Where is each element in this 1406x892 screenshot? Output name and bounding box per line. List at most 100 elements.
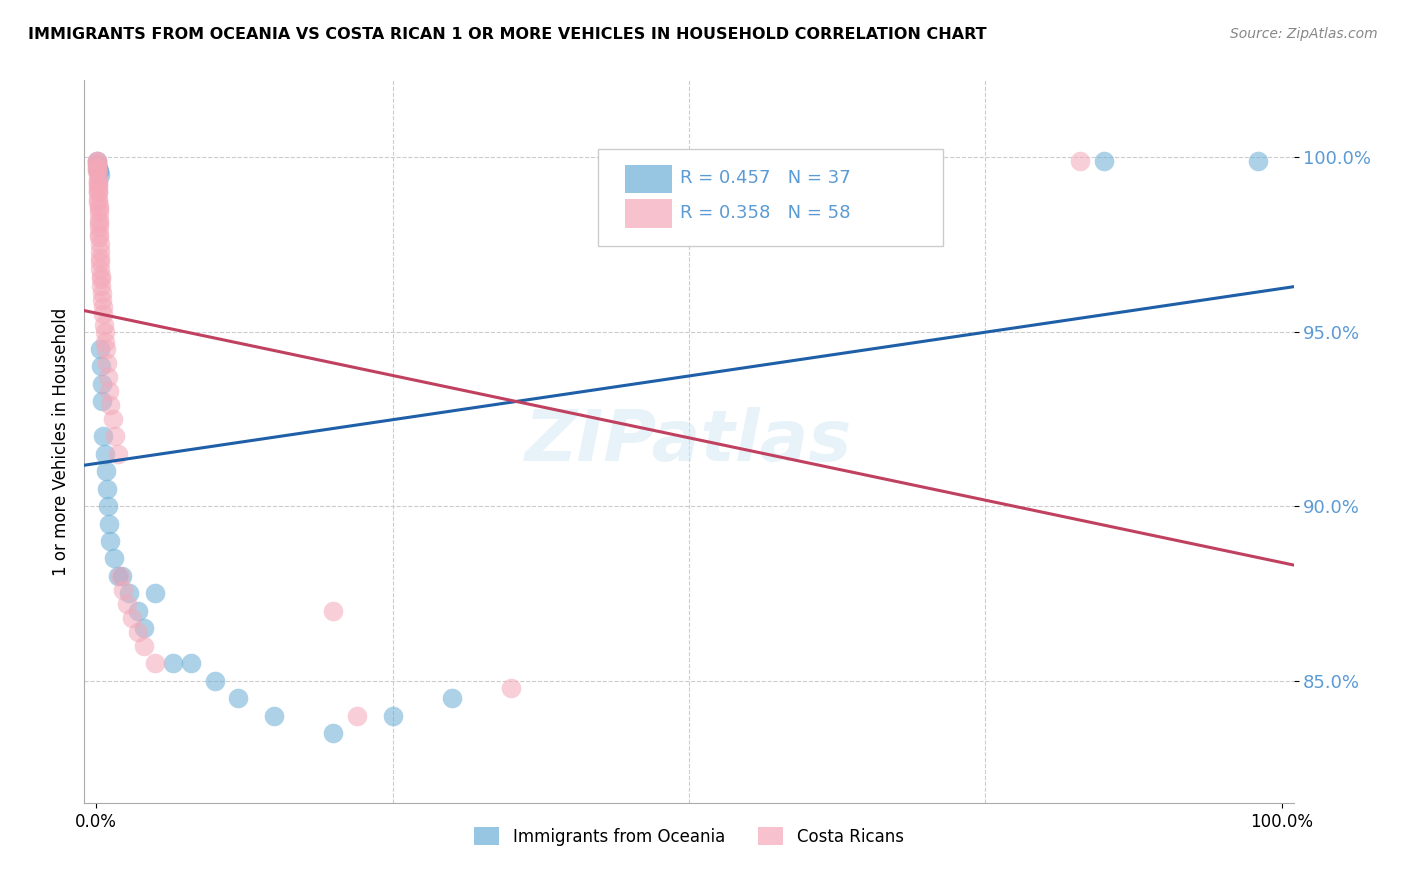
Point <box>132 621 155 635</box>
Point <box>90 359 112 374</box>
Point <box>91 293 114 308</box>
Point <box>90 272 112 286</box>
Point <box>87 164 110 178</box>
Point <box>101 412 124 426</box>
Point <box>93 318 115 332</box>
Point <box>89 227 111 241</box>
Point <box>91 307 114 321</box>
Point <box>108 569 131 583</box>
Point <box>86 171 108 186</box>
Point <box>90 279 112 293</box>
Point <box>111 569 134 583</box>
Point <box>87 199 110 213</box>
Point <box>87 213 110 227</box>
Text: ZIPatlas: ZIPatlas <box>526 407 852 476</box>
Point <box>87 206 110 220</box>
Point <box>440 691 463 706</box>
Point <box>87 174 110 188</box>
Point <box>86 161 108 175</box>
Point <box>204 673 226 688</box>
Point <box>322 726 344 740</box>
Point <box>121 611 143 625</box>
Point <box>98 384 121 398</box>
Point <box>89 230 111 244</box>
Point <box>86 164 108 178</box>
Point <box>1092 153 1115 168</box>
Point <box>103 551 125 566</box>
Point <box>87 216 110 230</box>
Point <box>87 164 110 178</box>
Point <box>91 429 114 443</box>
Point <box>89 219 111 234</box>
Point <box>87 174 110 188</box>
Point <box>90 376 112 391</box>
Point <box>89 254 111 268</box>
Point <box>162 656 184 670</box>
Point <box>104 429 127 443</box>
Point <box>127 604 149 618</box>
Point <box>93 325 115 339</box>
Point <box>97 370 120 384</box>
Text: IMMIGRANTS FROM OCEANIA VS COSTA RICAN 1 OR MORE VEHICLES IN HOUSEHOLD CORRELATI: IMMIGRANTS FROM OCEANIA VS COSTA RICAN 1… <box>28 27 987 42</box>
Text: R = 0.358   N = 58: R = 0.358 N = 58 <box>681 203 851 221</box>
Point <box>89 237 111 252</box>
Point <box>86 157 108 171</box>
Point <box>381 708 404 723</box>
Point <box>86 164 108 178</box>
FancyBboxPatch shape <box>624 200 672 227</box>
Point <box>87 185 110 199</box>
Point <box>100 534 122 549</box>
Point <box>90 268 112 283</box>
Point <box>87 185 110 199</box>
Point <box>118 586 141 600</box>
Point <box>90 286 112 301</box>
Point <box>87 192 110 206</box>
FancyBboxPatch shape <box>624 165 672 193</box>
Point <box>127 624 149 639</box>
Point <box>86 157 108 171</box>
Point <box>96 482 118 496</box>
Point <box>87 181 110 195</box>
Point <box>737 153 759 168</box>
Point <box>86 161 108 175</box>
FancyBboxPatch shape <box>599 149 943 246</box>
Point <box>100 398 122 412</box>
Point <box>263 708 285 723</box>
Point <box>107 569 129 583</box>
Point <box>97 499 120 513</box>
Point <box>132 639 155 653</box>
Point <box>501 681 523 695</box>
Point <box>89 168 111 182</box>
Point <box>180 656 202 670</box>
Point <box>145 656 167 670</box>
Point <box>86 161 108 175</box>
Text: R = 0.457   N = 37: R = 0.457 N = 37 <box>681 169 851 186</box>
Point <box>89 342 111 356</box>
Point <box>86 153 108 168</box>
Point <box>86 153 108 168</box>
Y-axis label: 1 or more Vehicles in Household: 1 or more Vehicles in Household <box>52 308 70 575</box>
Point <box>107 447 129 461</box>
Point <box>94 342 117 356</box>
Point <box>89 244 111 259</box>
Point <box>98 516 121 531</box>
Point <box>87 202 110 217</box>
Point <box>96 356 118 370</box>
Point <box>112 582 135 597</box>
Point <box>145 586 167 600</box>
Point <box>89 261 111 276</box>
Point <box>322 604 344 618</box>
Point <box>87 178 110 192</box>
Point <box>89 164 111 178</box>
Point <box>86 153 108 168</box>
Legend: Immigrants from Oceania, Costa Ricans: Immigrants from Oceania, Costa Ricans <box>468 821 910 852</box>
Point <box>91 300 114 314</box>
Point <box>89 252 111 266</box>
Point <box>87 164 110 178</box>
Point <box>228 691 250 706</box>
Point <box>346 708 368 723</box>
Point <box>94 464 117 478</box>
Point <box>115 597 138 611</box>
Point <box>87 195 110 210</box>
Point <box>94 334 117 349</box>
